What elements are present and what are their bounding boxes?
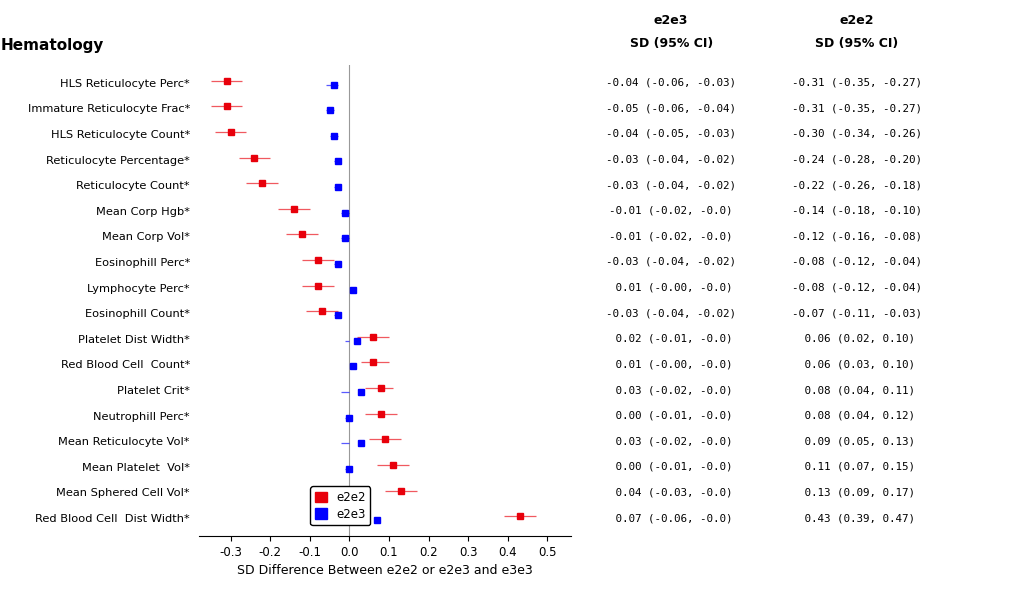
Text: 0.00 (-0.01, -0.0): 0.00 (-0.01, -0.0) bbox=[608, 411, 733, 421]
Text: Hematology: Hematology bbox=[0, 38, 104, 53]
Text: e2e3: e2e3 bbox=[653, 14, 688, 27]
Text: 0.06 (0.03, 0.10): 0.06 (0.03, 0.10) bbox=[798, 359, 914, 369]
Text: -0.24 (-0.28, -0.20): -0.24 (-0.28, -0.20) bbox=[791, 154, 921, 164]
Text: -0.12 (-0.16, -0.08): -0.12 (-0.16, -0.08) bbox=[791, 231, 921, 241]
Text: -0.07 (-0.11, -0.03): -0.07 (-0.11, -0.03) bbox=[791, 308, 921, 318]
Text: -0.03 (-0.04, -0.02): -0.03 (-0.04, -0.02) bbox=[605, 308, 736, 318]
Text: -0.05 (-0.06, -0.04): -0.05 (-0.06, -0.04) bbox=[605, 103, 736, 113]
Text: 0.43 (0.39, 0.47): 0.43 (0.39, 0.47) bbox=[798, 513, 914, 523]
Text: e2e2: e2e2 bbox=[839, 14, 873, 27]
Text: -0.31 (-0.35, -0.27): -0.31 (-0.35, -0.27) bbox=[791, 103, 921, 113]
Text: 0.01 (-0.00, -0.0): 0.01 (-0.00, -0.0) bbox=[608, 359, 733, 369]
Text: 0.04 (-0.03, -0.0): 0.04 (-0.03, -0.0) bbox=[608, 488, 733, 498]
Text: -0.03 (-0.04, -0.02): -0.03 (-0.04, -0.02) bbox=[605, 180, 736, 190]
Text: 0.13 (0.09, 0.17): 0.13 (0.09, 0.17) bbox=[798, 488, 914, 498]
Text: 0.01 (-0.00, -0.0): 0.01 (-0.00, -0.0) bbox=[608, 283, 733, 293]
Text: 0.00 (-0.01, -0.0): 0.00 (-0.01, -0.0) bbox=[608, 462, 733, 472]
Text: 0.07 (-0.06, -0.0): 0.07 (-0.06, -0.0) bbox=[608, 513, 733, 523]
Text: -0.01 (-0.02, -0.0): -0.01 (-0.02, -0.0) bbox=[608, 231, 733, 241]
Text: -0.04 (-0.05, -0.03): -0.04 (-0.05, -0.03) bbox=[605, 129, 736, 139]
Text: -0.31 (-0.35, -0.27): -0.31 (-0.35, -0.27) bbox=[791, 78, 921, 88]
Text: 0.03 (-0.02, -0.0): 0.03 (-0.02, -0.0) bbox=[608, 385, 733, 395]
Text: 0.03 (-0.02, -0.0): 0.03 (-0.02, -0.0) bbox=[608, 436, 733, 446]
Text: SD (95% CI): SD (95% CI) bbox=[814, 37, 898, 50]
Text: -0.03 (-0.04, -0.02): -0.03 (-0.04, -0.02) bbox=[605, 257, 736, 267]
Text: -0.22 (-0.26, -0.18): -0.22 (-0.26, -0.18) bbox=[791, 180, 921, 190]
Text: 0.02 (-0.01, -0.0): 0.02 (-0.01, -0.0) bbox=[608, 334, 733, 344]
Text: -0.01 (-0.02, -0.0): -0.01 (-0.02, -0.0) bbox=[608, 206, 733, 216]
Text: -0.14 (-0.18, -0.10): -0.14 (-0.18, -0.10) bbox=[791, 206, 921, 216]
X-axis label: SD Difference Between e2e2 or e2e3 and e3e3: SD Difference Between e2e2 or e2e3 and e… bbox=[237, 564, 532, 577]
Legend: e2e2, e2e3: e2e2, e2e3 bbox=[310, 487, 370, 525]
Text: -0.08 (-0.12, -0.04): -0.08 (-0.12, -0.04) bbox=[791, 257, 921, 267]
Text: 0.11 (0.07, 0.15): 0.11 (0.07, 0.15) bbox=[798, 462, 914, 472]
Text: -0.30 (-0.34, -0.26): -0.30 (-0.34, -0.26) bbox=[791, 129, 921, 139]
Text: 0.08 (0.04, 0.12): 0.08 (0.04, 0.12) bbox=[798, 411, 914, 421]
Text: 0.06 (0.02, 0.10): 0.06 (0.02, 0.10) bbox=[798, 334, 914, 344]
Text: 0.08 (0.04, 0.11): 0.08 (0.04, 0.11) bbox=[798, 385, 914, 395]
Text: -0.04 (-0.06, -0.03): -0.04 (-0.06, -0.03) bbox=[605, 78, 736, 88]
Text: SD (95% CI): SD (95% CI) bbox=[629, 37, 712, 50]
Text: -0.03 (-0.04, -0.02): -0.03 (-0.04, -0.02) bbox=[605, 154, 736, 164]
Text: 0.09 (0.05, 0.13): 0.09 (0.05, 0.13) bbox=[798, 436, 914, 446]
Text: -0.08 (-0.12, -0.04): -0.08 (-0.12, -0.04) bbox=[791, 283, 921, 293]
